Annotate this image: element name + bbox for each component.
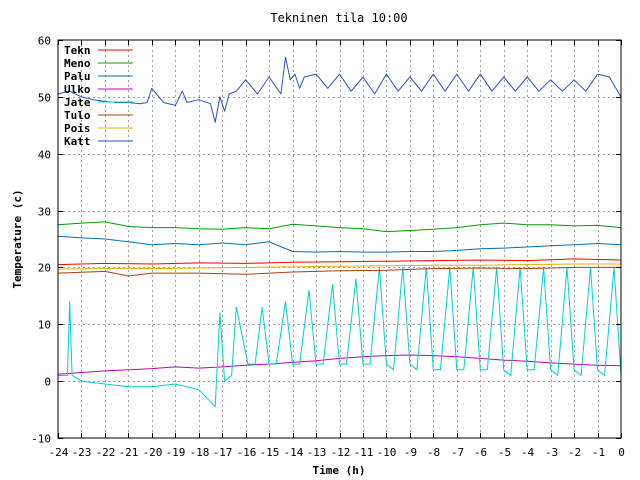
y-tick-label: 60 [38,35,51,48]
chart-title: Tekninen tila 10:00 [270,11,407,25]
legend-label: Palu [64,70,91,83]
legend-label: Katt [64,135,91,148]
series-lines [57,56,622,408]
x-tick-label: 0 [618,446,625,459]
y-tick-label: -10 [31,433,51,446]
x-tick-label: -20 [143,446,163,459]
legend-label: Tulo [64,109,91,122]
legend-label: Ulko [64,83,91,96]
x-tick-label: -10 [377,446,397,459]
x-tick-label: -11 [354,446,374,459]
x-tick-label: -3 [545,446,558,459]
plot-frame [57,39,622,439]
y-tick-label: 0 [44,376,51,389]
legend-label: Tekn [64,44,91,57]
x-tick-label: -9 [404,446,417,459]
series-line-ulko [57,354,622,375]
legend-item-ulko: Ulko [64,83,133,96]
x-tick-label: -14 [284,446,304,459]
series-line-meno [57,221,622,233]
x-tick-label: -15 [260,446,280,459]
y-axis-label: Temperature (c) [11,189,24,288]
x-tick-label: -7 [451,446,464,459]
x-tick-label: -19 [166,446,186,459]
ticks: -24 -23 -22 -21 -20 -19 -18 -17 -16 -15 -14 -13 -12-… [31,35,625,460]
x-tick-label: -4 [521,446,535,459]
legend-item-palu: Palu [64,70,133,83]
x-tick-label: -16 [237,446,257,459]
x-tick-label: -1 [592,446,605,459]
y-tick-label: 30 [38,206,51,219]
legend-item-tulo: Tulo [64,109,133,122]
grid [58,40,621,438]
x-tick-label: -24 [49,446,69,459]
x-tick-label: -17 [213,446,233,459]
y-tick-label: 20 [38,262,51,275]
series-line-palu [57,235,622,253]
legend-item-jate: Jate [64,96,133,109]
series-line-katt [57,56,622,123]
y-tick-label: 40 [38,149,51,162]
series-line-tekn [57,258,622,266]
x-tick-label: -18 [190,446,210,459]
legend-label: Meno [64,57,91,70]
series-line-pois [57,263,621,270]
legend-item-katt: Katt [64,135,133,148]
x-tick-label: -23 [72,446,92,459]
legend-item-pois: Pois [64,122,133,135]
legend-item-tekn: Tekn [64,44,133,57]
y-tick-label: 10 [38,319,51,332]
series-line-jate [58,266,622,408]
x-tick-label: -13 [307,446,327,459]
x-tick-label: -21 [119,446,139,459]
legend-label: Jate [64,96,91,109]
x-tick-label: -8 [427,446,440,459]
x-tick-label: -12 [331,446,351,459]
legend-item-meno: Meno [64,57,133,70]
y-tick-label: 50 [38,92,51,105]
legend-label: Pois [64,122,91,135]
x-tick-label: -5 [498,446,511,459]
x-tick-label: -6 [474,446,487,459]
x-tick-label: -22 [96,446,116,459]
x-axis-label: Time (h) [313,464,366,477]
x-tick-label: -2 [568,446,581,459]
series-line-tulo [57,266,621,277]
